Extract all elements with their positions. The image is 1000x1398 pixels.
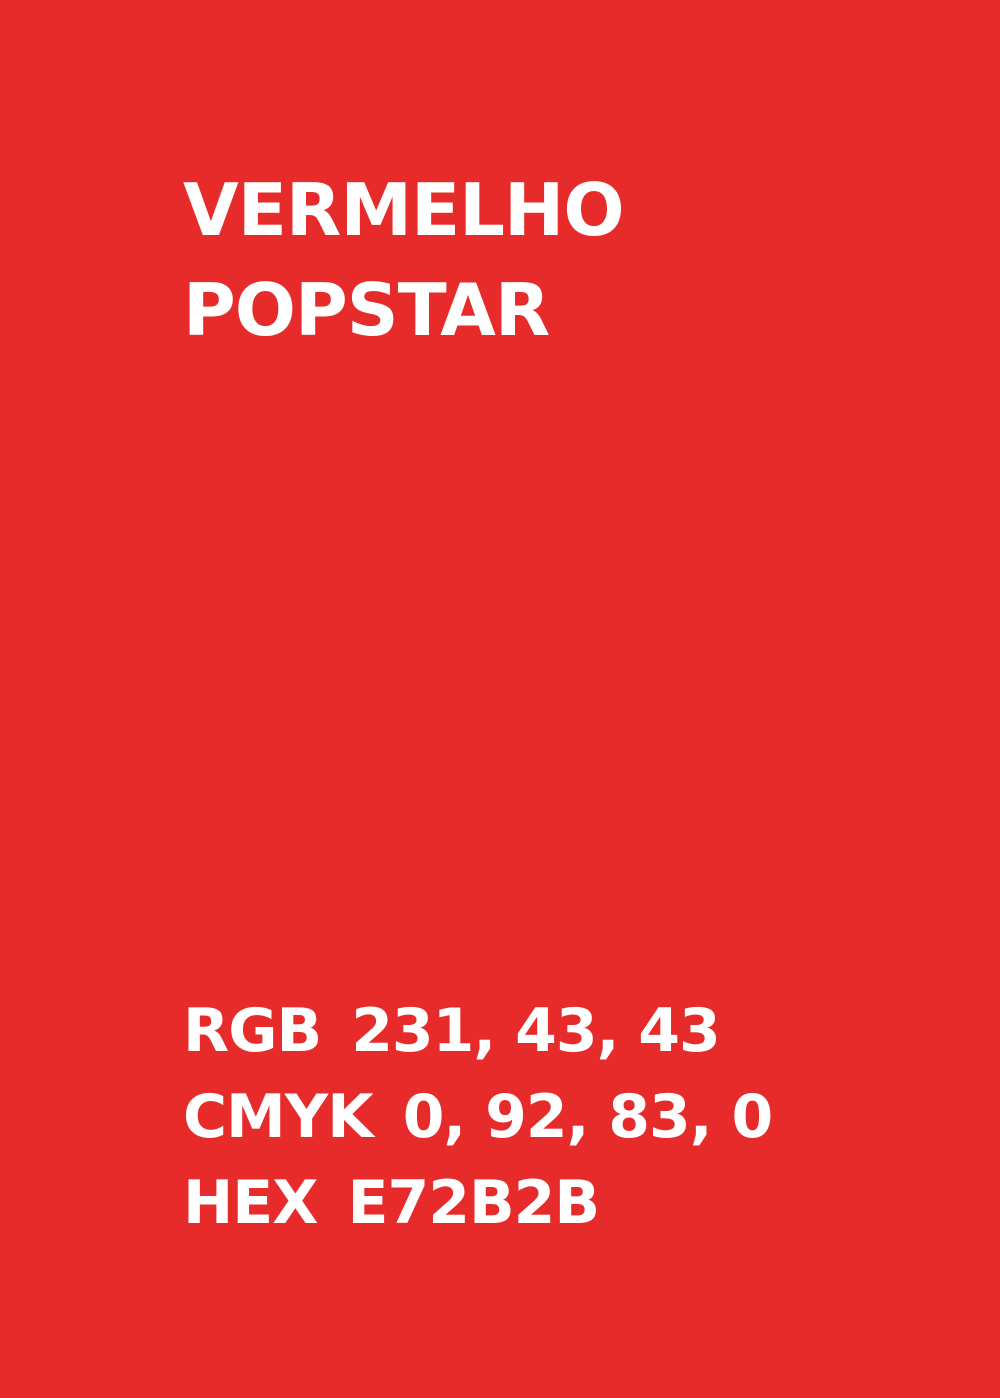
color-name-line-2: POPSTAR <box>183 268 550 352</box>
rgb-value: 231, 43, 43 <box>351 996 721 1066</box>
cmyk-code-row: CMYK 0, 92, 83, 0 <box>183 1074 774 1160</box>
rgb-code-row: RGB 231, 43, 43 <box>183 988 772 1074</box>
hex-label: HEX <box>183 1168 318 1238</box>
cmyk-label: CMYK <box>183 1082 374 1152</box>
cmyk-value: 0, 92, 83, 0 <box>402 1082 774 1152</box>
color-codes: RGB 231, 43, 43 CMYK 0, 92, 83, 0 HEX E72B2… <box>183 988 774 1246</box>
hex-code-row: HEX E72B2B <box>183 1160 772 1246</box>
color-name-line-1: VERMELHO <box>183 168 625 252</box>
hex-value: E72B2B <box>347 1168 600 1238</box>
color-name: VERMELHO POPSTAR <box>183 160 625 360</box>
rgb-label: RGB <box>183 996 322 1066</box>
